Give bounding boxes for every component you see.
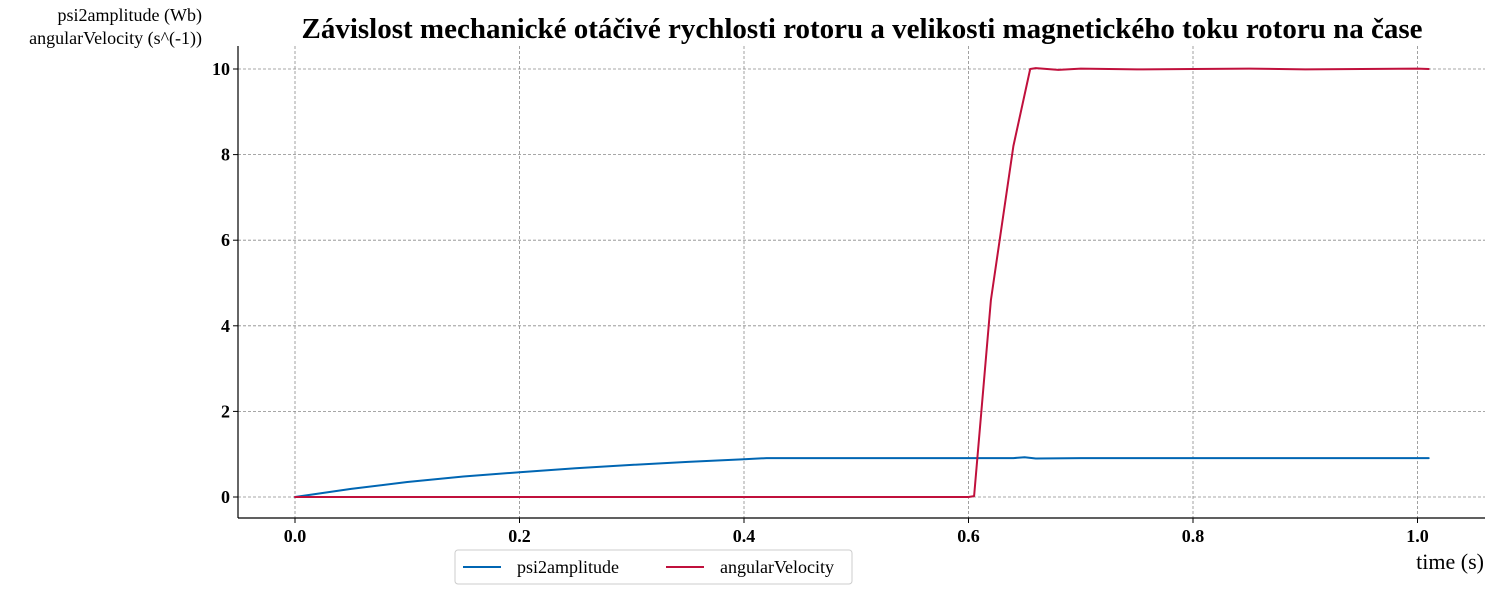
chart-title: Závislost mechanické otáčivé rychlosti r… — [302, 13, 1423, 45]
y-axis-label-line-1: psi2amplitude (Wb) — [58, 5, 202, 26]
axes — [237, 46, 1485, 519]
series-lines — [294, 67, 1430, 498]
series-line-angularvelocity — [294, 67, 1430, 498]
x-tick-label-1: 0.2 — [508, 526, 531, 546]
y-tick-label-5: 10 — [212, 59, 230, 79]
grid — [238, 46, 1485, 518]
x-tick-label-0: 0.0 — [284, 526, 307, 546]
legend-frame — [454, 549, 853, 585]
legend-label-psi2amplitude: psi2amplitude — [517, 557, 619, 577]
legend-label-angularvelocity: angularVelocity — [720, 557, 834, 577]
x-tick-label-3: 0.6 — [957, 526, 980, 546]
series-line-psi2amplitude — [294, 456, 1430, 498]
ticks: 0.0 0.2 0.4 0.6 0.8 1.0 0 2 4 6 8 10 — [212, 59, 1429, 546]
y-tick-label-4: 8 — [221, 145, 230, 165]
y-tick-label-2: 4 — [221, 316, 230, 336]
legend: psi2amplitude angularVelocity — [454, 549, 853, 585]
x-tick-label-2: 0.4 — [733, 526, 756, 546]
x-tick-label-4: 0.8 — [1182, 526, 1205, 546]
y-tick-label-0: 0 — [221, 487, 230, 507]
y-tick-label-3: 6 — [221, 230, 230, 250]
y-tick-label-1: 2 — [221, 401, 230, 421]
y-axis-label-line-2: angularVelocity (s^(-1)) — [29, 28, 202, 49]
x-axis-label: time (s) — [1416, 549, 1484, 574]
x-tick-label-5: 1.0 — [1406, 526, 1429, 546]
